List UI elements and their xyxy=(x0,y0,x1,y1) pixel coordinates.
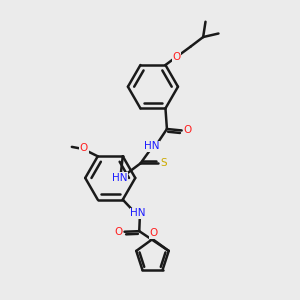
Text: HN: HN xyxy=(130,208,146,218)
Text: O: O xyxy=(80,143,88,153)
Text: O: O xyxy=(115,227,123,237)
Text: HN: HN xyxy=(145,141,160,151)
Text: O: O xyxy=(172,52,181,62)
Text: O: O xyxy=(150,228,158,238)
Text: O: O xyxy=(183,125,192,136)
Text: S: S xyxy=(160,158,167,168)
Text: HN: HN xyxy=(112,172,128,183)
